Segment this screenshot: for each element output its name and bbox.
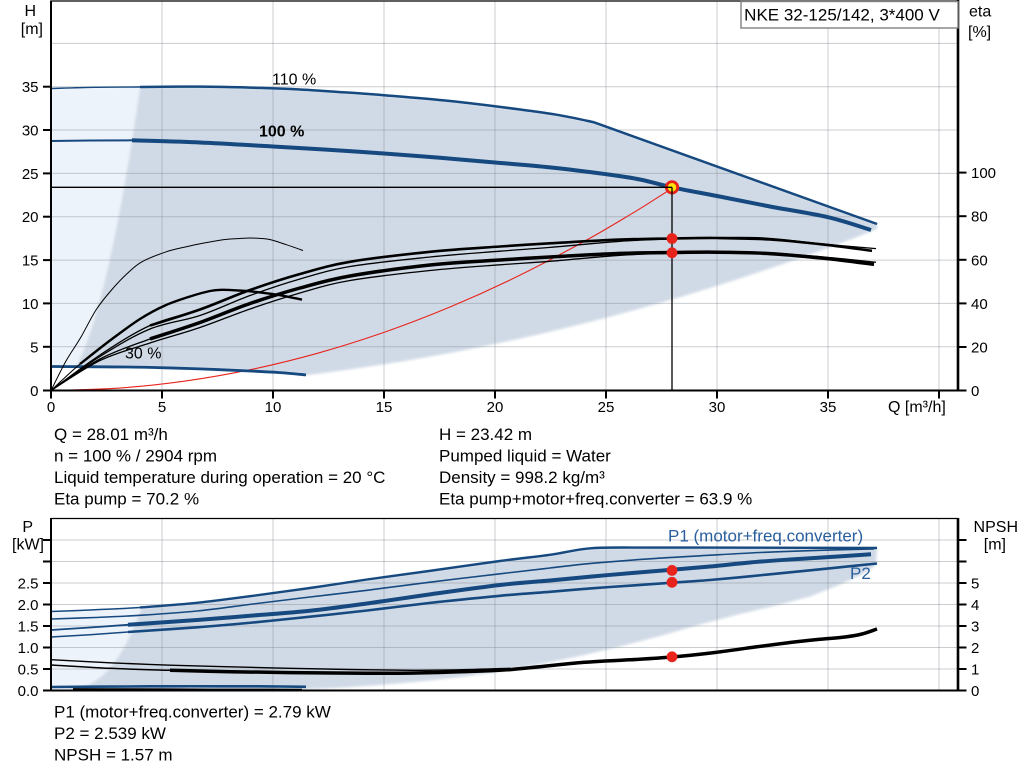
svg-text:Q = 28.01 m³/h: Q = 28.01 m³/h — [54, 425, 168, 444]
svg-text:[kW]: [kW] — [12, 537, 44, 554]
svg-text:Eta pump+motor+freq.converter: Eta pump+motor+freq.converter = 63.9 % — [439, 490, 752, 509]
svg-text:P2: P2 — [850, 564, 871, 583]
svg-text:35: 35 — [820, 399, 837, 416]
svg-text:10: 10 — [22, 296, 39, 313]
svg-text:15: 15 — [376, 399, 393, 416]
svg-text:20: 20 — [971, 340, 988, 357]
svg-text:10: 10 — [265, 399, 282, 416]
svg-text:1: 1 — [971, 662, 979, 679]
svg-text:35: 35 — [22, 79, 39, 96]
svg-text:[%]: [%] — [968, 24, 991, 41]
svg-text:Q [m³/h]: Q [m³/h] — [888, 399, 946, 416]
svg-text:30 %: 30 % — [125, 346, 161, 363]
svg-text:0: 0 — [47, 399, 55, 416]
svg-text:NKE 32-125/142, 3*400 V: NKE 32-125/142, 3*400 V — [744, 6, 940, 25]
svg-text:P1 (motor+freq.converter): P1 (motor+freq.converter) — [668, 527, 863, 546]
svg-text:5: 5 — [158, 399, 166, 416]
svg-text:Liquid temperature during oper: Liquid temperature during operation = 20… — [54, 468, 385, 487]
svg-text:H: H — [24, 3, 36, 20]
svg-text:1.5: 1.5 — [18, 619, 39, 636]
svg-text:4: 4 — [971, 597, 979, 614]
svg-text:P: P — [22, 519, 33, 536]
svg-text:100 %: 100 % — [259, 124, 304, 141]
svg-text:0: 0 — [971, 383, 979, 400]
svg-text:NPSH = 1.57 m: NPSH = 1.57 m — [54, 746, 173, 765]
svg-text:30: 30 — [22, 123, 39, 140]
svg-text:5: 5 — [971, 576, 979, 593]
svg-text:40: 40 — [971, 296, 988, 313]
svg-text:1.0: 1.0 — [18, 640, 39, 657]
svg-text:30: 30 — [709, 399, 726, 416]
svg-text:100: 100 — [971, 165, 996, 182]
svg-text:NPSH: NPSH — [974, 519, 1018, 536]
svg-text:20: 20 — [487, 399, 504, 416]
svg-text:60: 60 — [971, 252, 988, 269]
svg-text:3: 3 — [971, 619, 979, 636]
svg-text:[m]: [m] — [21, 21, 43, 38]
svg-text:25: 25 — [22, 166, 39, 183]
svg-text:P1 (motor+freq.converter) = 2.: P1 (motor+freq.converter) = 2.79 kW — [54, 703, 331, 722]
svg-text:H = 23.42 m: H = 23.42 m — [439, 425, 532, 444]
svg-text:Eta pump = 70.2 %: Eta pump = 70.2 % — [54, 490, 199, 509]
svg-text:[m]: [m] — [984, 537, 1006, 554]
svg-text:n = 100 % / 2904 rpm: n = 100 % / 2904 rpm — [54, 447, 217, 466]
svg-text:0.5: 0.5 — [18, 662, 39, 679]
svg-text:eta: eta — [969, 4, 991, 21]
svg-text:0.0: 0.0 — [18, 683, 39, 700]
svg-text:80: 80 — [971, 209, 988, 226]
svg-text:Pumped liquid = Water: Pumped liquid = Water — [439, 447, 611, 466]
svg-text:0: 0 — [971, 683, 979, 700]
svg-text:2.5: 2.5 — [18, 576, 39, 593]
svg-text:2.0: 2.0 — [18, 597, 39, 614]
svg-text:110 %: 110 % — [272, 72, 316, 89]
svg-text:P2 = 2.539 kW: P2 = 2.539 kW — [54, 724, 166, 743]
svg-text:Density = 998.2 kg/m³: Density = 998.2 kg/m³ — [439, 468, 605, 487]
svg-text:25: 25 — [598, 399, 615, 416]
svg-text:20: 20 — [22, 209, 39, 226]
svg-text:5: 5 — [30, 339, 38, 356]
svg-text:2: 2 — [971, 640, 979, 657]
svg-text:0: 0 — [30, 383, 38, 400]
svg-text:15: 15 — [22, 253, 39, 270]
